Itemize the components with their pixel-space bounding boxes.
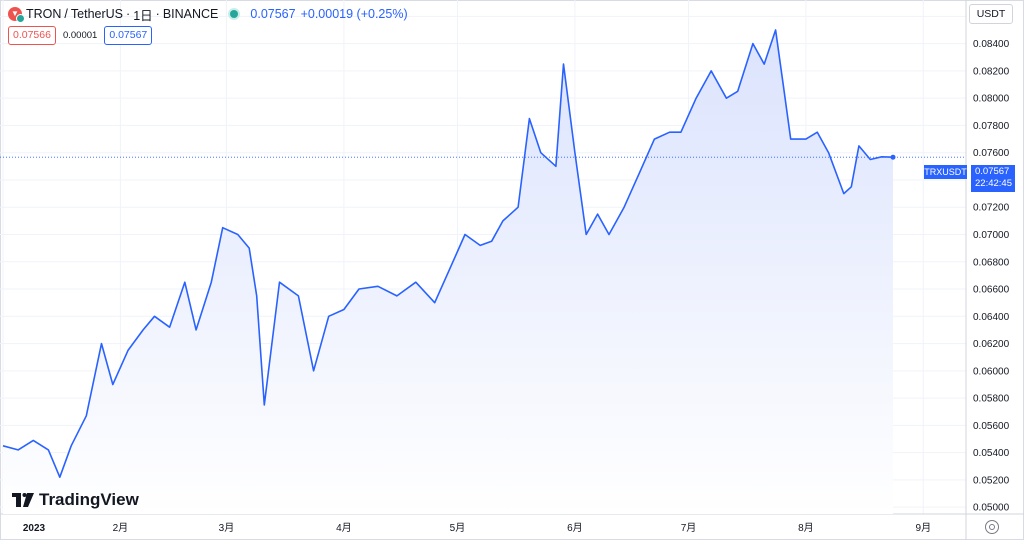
exchange-label: BINANCE — [162, 7, 219, 21]
last-price-value: 0.07567 — [975, 166, 1010, 177]
y-tick-label: 0.05600 — [973, 421, 1010, 432]
x-tick-label: 3月 — [219, 522, 235, 534]
y-tick-label: 0.05000 — [973, 503, 1010, 514]
y-tick-label: 0.06600 — [973, 285, 1010, 296]
x-tick-label: 8月 — [798, 522, 814, 534]
interval-label[interactable]: 1日 — [133, 8, 153, 23]
price-change: +0.00019 (+0.25%) — [300, 7, 408, 21]
sell-price-button[interactable]: 0.07566 — [8, 26, 56, 45]
y-tick-label: 0.06400 — [973, 312, 1010, 323]
y-tick-label: 0.08200 — [973, 66, 1010, 77]
y-tick-label: 0.05200 — [973, 475, 1010, 486]
symbol-price-tag: TRXUSDT — [924, 165, 967, 179]
last-price-label: 0.07567 22:42:45 — [971, 165, 1015, 192]
trade-prices: 0.07566 0.00001 0.07567 — [8, 26, 153, 45]
x-tick-label: 6月 — [567, 522, 583, 534]
time-axis[interactable]: 2023 2月 3月 4月 5月 6月 7月 8月 9月 — [23, 522, 931, 534]
tradingview-logo-icon — [12, 493, 34, 507]
symbol-quote: TetherUS — [70, 7, 124, 21]
x-tick-label: 2月 — [113, 522, 129, 534]
spread-value: 0.00001 — [62, 30, 98, 41]
symbol-base: TRON — [26, 7, 62, 21]
y-tick-label: 0.05400 — [973, 448, 1010, 459]
y-tick-label: 0.06200 — [973, 339, 1010, 350]
y-tick-label: 0.06000 — [973, 366, 1010, 377]
price-line — [2, 29, 894, 478]
y-tick-label: 0.07800 — [973, 121, 1010, 132]
separator-dot: · — [126, 7, 131, 21]
tradingview-logo[interactable]: TradingView — [12, 490, 139, 510]
brand-name: TradingView — [39, 490, 139, 509]
x-tick-label: 4月 — [336, 522, 352, 534]
price-area — [2, 29, 896, 514]
y-tick-label: 0.07000 — [973, 230, 1010, 241]
separator-slash: / — [64, 7, 68, 21]
x-tick-label: 2023 — [23, 523, 46, 534]
data-point — [890, 154, 896, 160]
settings-icon[interactable] — [985, 520, 999, 534]
y-tick-label: 0.06800 — [973, 257, 1010, 268]
x-tick-label: 7月 — [681, 522, 697, 534]
bar-countdown: 22:42:45 — [975, 178, 1012, 189]
market-status-icon[interactable] — [230, 10, 239, 18]
tron-logo-icon: ▼ — [8, 7, 25, 23]
separator-dot: · — [155, 7, 160, 21]
x-tick-label: 9月 — [916, 522, 932, 534]
symbol-legend[interactable]: ▼ TRON / TetherUS · 1日 · BINANCE 0.07567… — [8, 5, 408, 23]
x-tick-label: 5月 — [450, 522, 466, 534]
y-tick-label: 0.08000 — [973, 94, 1010, 105]
y-tick-label: 0.07600 — [973, 148, 1010, 159]
currency-button[interactable]: USDT — [969, 4, 1013, 24]
y-tick-label: 0.05800 — [973, 394, 1010, 405]
buy-price-button[interactable]: 0.07567 — [104, 26, 153, 45]
y-tick-label: 0.08400 — [973, 39, 1010, 50]
price-axis[interactable]: 0.05000 0.05200 0.05400 0.05600 0.05800 0.060… — [973, 12, 1010, 514]
area-fill — [3, 30, 893, 514]
last-price: 0.07567 — [250, 7, 296, 21]
y-tick-label: 0.07200 — [973, 203, 1010, 214]
